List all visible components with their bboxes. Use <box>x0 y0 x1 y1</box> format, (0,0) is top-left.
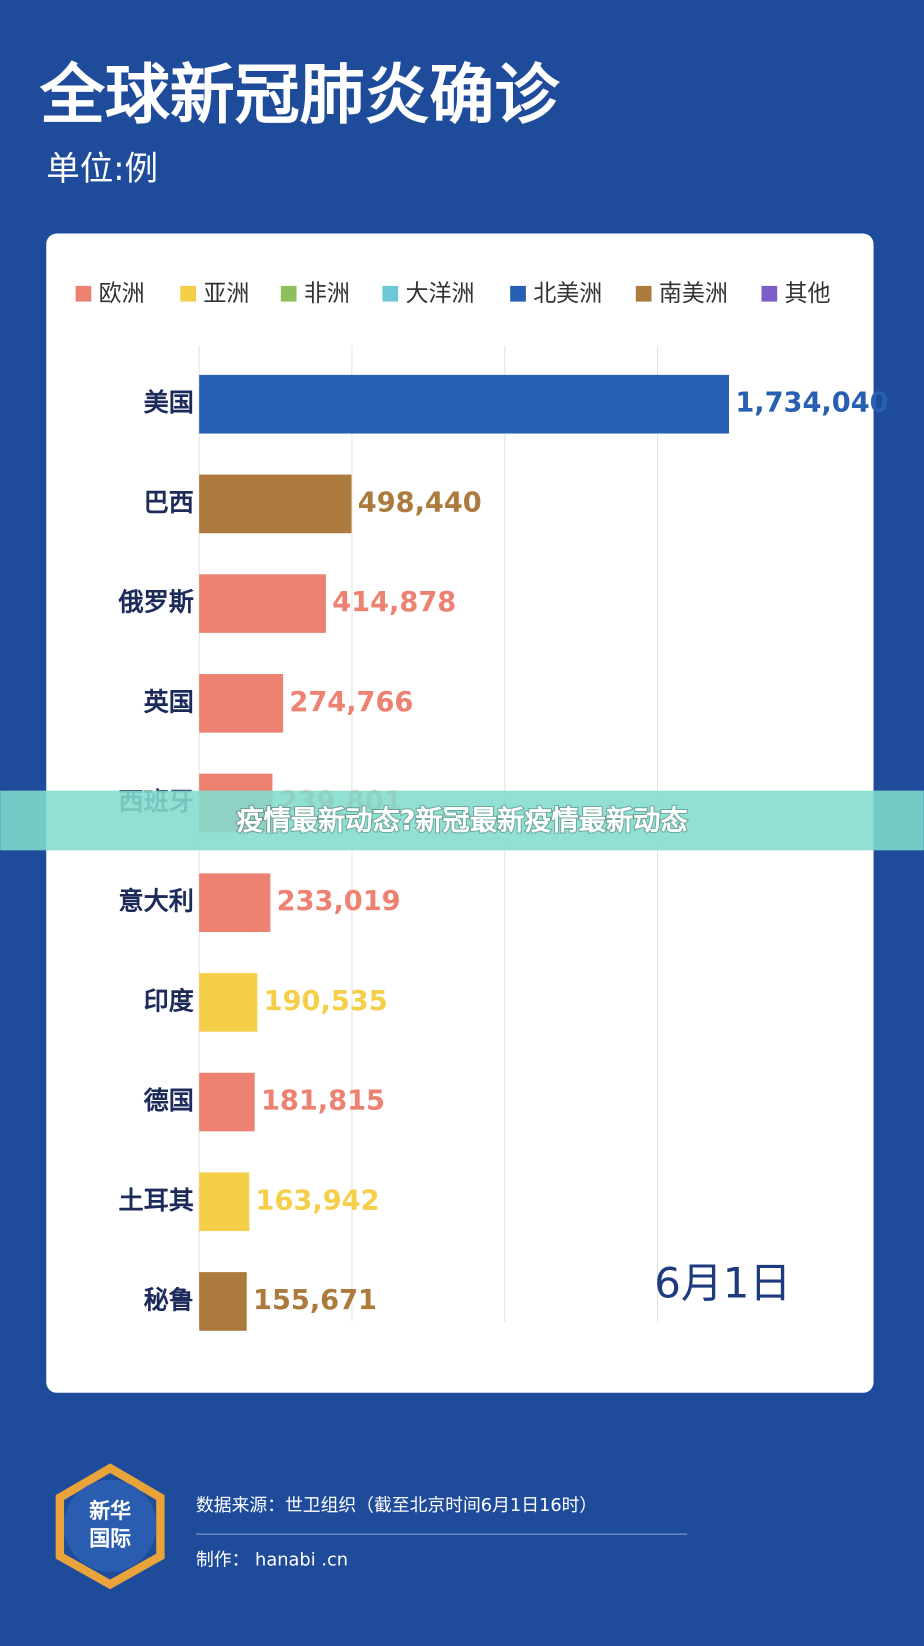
credit-note: 制作： hanabi .cn <box>196 1549 348 1570</box>
value-label: 498,440 <box>358 487 482 518</box>
logo-text: 国际 <box>89 1526 131 1550</box>
legend-label: 非洲 <box>304 281 350 307</box>
logo-frame <box>55 1463 165 1590</box>
bar <box>199 1072 255 1132</box>
bar <box>199 574 326 633</box>
legend-label: 大洋洲 <box>405 281 474 307</box>
bar <box>199 873 271 933</box>
logo: 新华 国际 <box>55 1463 165 1590</box>
legend-swatch <box>510 285 526 302</box>
legend-swatch <box>635 285 652 302</box>
bar <box>199 474 352 534</box>
logo-circle <box>64 1479 157 1572</box>
bar <box>199 673 284 733</box>
legend-swatch <box>75 285 92 302</box>
legend-label: 欧洲 <box>99 281 145 307</box>
legend-swatch <box>280 285 297 302</box>
value-label: 414,878 <box>332 587 456 618</box>
legend-swatch <box>180 285 197 302</box>
chart-title: 全球新冠肺炎确诊 <box>39 58 560 133</box>
category-label: 巴西 <box>144 488 194 517</box>
legend-label: 其他 <box>785 281 831 307</box>
category-label: 美国 <box>144 388 194 417</box>
value-label: 1,734,040 <box>735 388 888 419</box>
bar <box>199 374 730 434</box>
legend-label: 南美洲 <box>659 281 728 307</box>
value-label: 233,019 <box>277 886 401 917</box>
value-label: 190,535 <box>264 986 388 1017</box>
legend-swatch <box>761 285 778 302</box>
value-label: 274,766 <box>289 687 413 718</box>
bar <box>199 1172 250 1232</box>
legend-label: 亚洲 <box>203 281 249 307</box>
legend-label: 北美洲 <box>533 281 602 307</box>
value-label: 155,671 <box>253 1285 377 1316</box>
category-label: 土耳其 <box>119 1186 194 1215</box>
value-label: 181,815 <box>261 1086 385 1117</box>
source-note: 数据来源：世卫组织（截至北京时间6月1日16时） <box>196 1495 597 1516</box>
legend-swatch <box>382 285 399 302</box>
date-annotation: 6月1日 <box>654 1258 791 1307</box>
category-label: 德国 <box>144 1086 194 1115</box>
category-label: 意大利 <box>119 887 194 916</box>
logo-text: 新华 <box>89 1499 131 1523</box>
category-label: 英国 <box>144 687 194 716</box>
banner-text: 疫情最新动态?新冠最新疫情最新动态 <box>236 805 688 837</box>
category-label: 印度 <box>144 986 195 1015</box>
chart-subtitle: 单位:例 <box>46 149 158 188</box>
value-label: 163,942 <box>256 1185 380 1216</box>
category-label: 秘鲁 <box>144 1285 194 1314</box>
banner <box>0 790 924 851</box>
bar <box>199 973 258 1032</box>
category-label: 俄罗斯 <box>118 588 194 617</box>
bar <box>199 1272 247 1331</box>
